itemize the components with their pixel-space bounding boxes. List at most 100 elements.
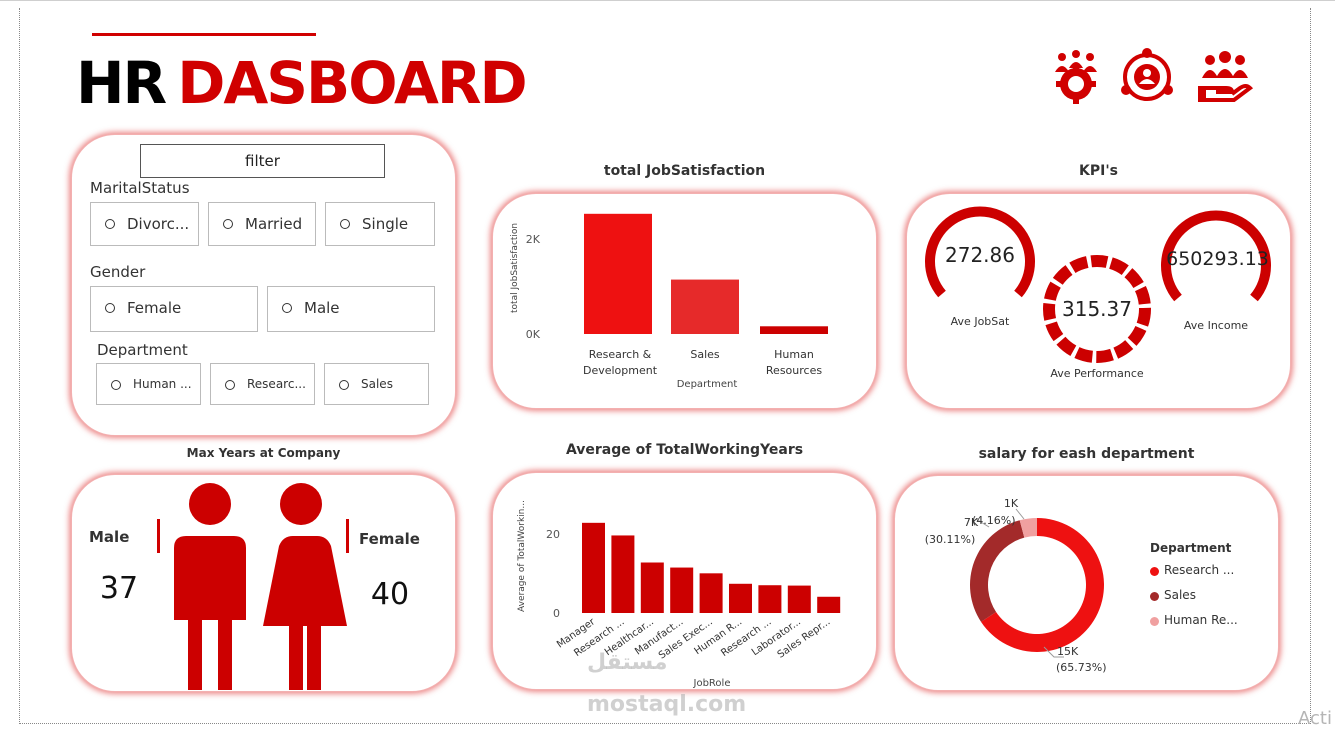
wy-bar[interactable] — [817, 596, 841, 613]
leader-line — [975, 518, 990, 528]
kpi-card — [906, 193, 1291, 409]
slicer-option-research[interactable]: Researc... — [210, 363, 315, 405]
watermark-arabic: مستقل — [587, 650, 668, 675]
hand-care-icon — [1198, 51, 1254, 102]
gender-label: Gender — [90, 263, 146, 281]
donut-slice[interactable] — [1019, 518, 1037, 538]
filter-header: filter — [140, 144, 385, 178]
female-label: Female — [359, 530, 420, 548]
department-label: Department — [97, 341, 188, 359]
slicer-option-female[interactable]: Female — [90, 286, 258, 332]
slicer-option-single[interactable]: Single — [325, 202, 435, 246]
wy-bar[interactable] — [640, 562, 664, 614]
report-frame — [19, 8, 1311, 724]
legend-item-sales[interactable]: Sales — [1150, 588, 1196, 602]
donut-slice[interactable] — [981, 518, 1104, 652]
legend-dot-icon — [1150, 592, 1159, 601]
jobsat-bar[interactable] — [584, 213, 652, 334]
wy-bar[interactable] — [670, 567, 694, 613]
radio-icon — [223, 219, 233, 229]
option-label: Sales — [361, 377, 393, 391]
wy-bar[interactable] — [729, 583, 752, 613]
slicer-option-human-resources[interactable]: Human ... — [96, 363, 201, 405]
max-years-card — [71, 474, 456, 692]
wy-bar[interactable] — [582, 522, 605, 613]
radio-icon — [225, 380, 235, 390]
female-figure-icon — [263, 483, 347, 690]
option-label: Male — [304, 299, 340, 317]
legend-item-research[interactable]: Research ... — [1150, 563, 1234, 577]
female-max-years-value: 40 — [370, 577, 410, 612]
top-divider — [0, 0, 1335, 1]
kpi-title: KPI's — [1079, 163, 1118, 179]
ave-jobsat-label: Ave JobSat — [950, 315, 1010, 328]
ave-income-label: Ave Income — [1183, 319, 1249, 332]
ave-performance-value: 315.37 — [1062, 297, 1132, 321]
research-slice-label-bottom: (65.73%) — [1056, 661, 1107, 674]
radio-icon — [339, 380, 349, 390]
marital-status-label: MaritalStatus — [90, 179, 190, 197]
jobsat-ytick: 2K — [526, 233, 541, 246]
option-label: Divorc... — [127, 215, 190, 233]
title-accent-bar — [92, 33, 316, 36]
wy-y-axis-title: Average of TotalWorkin... — [517, 500, 527, 612]
jobsat-x-tick-label: Sales — [690, 348, 720, 361]
wy-ytick: 0 — [553, 607, 560, 620]
option-label: Female — [127, 299, 182, 317]
male-accent-bar — [157, 519, 160, 553]
jobsat-x-tick-label: Development — [583, 364, 658, 377]
jobsat-x-axis-title: Department — [677, 379, 738, 390]
sales-slice-label-top: 7K — [963, 516, 979, 529]
male-figure-icon — [174, 483, 246, 690]
ave-performance-gauge — [1043, 255, 1151, 363]
wy-bar[interactable] — [787, 585, 811, 613]
salary-title: salary for eash department — [978, 446, 1195, 462]
watermark-latin: mostaql.com — [587, 692, 747, 717]
option-label: Married — [245, 215, 303, 233]
female-accent-bar — [346, 519, 349, 553]
max-years-title: Max Years at Company — [186, 446, 341, 460]
ave-performance-label: Ave Performance — [1050, 367, 1144, 380]
ave-jobsat-value: 272.86 — [945, 243, 1015, 267]
radio-icon — [105, 303, 115, 313]
slicer-option-sales[interactable]: Sales — [324, 363, 429, 405]
title-hr: HR — [76, 49, 167, 117]
salary-donut-chart — [970, 508, 1104, 658]
salary-legend-title: Department — [1150, 541, 1232, 555]
legend-dot-icon — [1150, 617, 1159, 626]
jobsat-bar[interactable] — [760, 326, 828, 334]
slicer-option-divorced[interactable]: Divorc... — [90, 202, 199, 246]
ave-income-value: 650293.13 — [1166, 248, 1269, 270]
legend-dot-icon — [1150, 567, 1159, 576]
legend-label: Human Re... — [1164, 613, 1238, 627]
jobsat-bar[interactable] — [671, 279, 739, 334]
title-dashboard: DASBOARD — [177, 49, 527, 117]
slicer-option-married[interactable]: Married — [208, 202, 316, 246]
donut-slice[interactable] — [970, 520, 1025, 622]
sales-slice-label-bottom: (30.11%) — [924, 533, 976, 546]
slicer-option-male[interactable]: Male — [267, 286, 435, 332]
jobsat-x-tick-label: Research & — [589, 348, 652, 361]
activation-corner-text: Acti — [1298, 708, 1332, 729]
ave-jobsat-gauge — [925, 206, 1035, 298]
page-title: HR DASBOARD — [76, 48, 528, 118]
research-slice-label-top: 15K — [1057, 645, 1079, 658]
leader-line — [1015, 508, 1025, 520]
legend-item-human-resources[interactable]: Human Re... — [1150, 613, 1238, 627]
wy-ytick: 20 — [546, 528, 560, 541]
legend-label: Sales — [1164, 588, 1196, 602]
wy-bar[interactable] — [611, 535, 635, 613]
wy-bar[interactable] — [758, 585, 782, 613]
male-label: Male — [89, 528, 130, 546]
kpi-gauges — [925, 206, 1271, 363]
wy-bar[interactable] — [699, 573, 723, 613]
working-years-chart: Average of TotalWorkin... 20 0 ManagerRe… — [517, 500, 841, 689]
hr-slice-label-bottom: (4.16%) — [972, 514, 1016, 527]
option-label: Human ... — [133, 377, 192, 391]
working-years-title: Average of TotalWorkingYears — [565, 442, 804, 458]
jobsat-y-axis-title: total JobSatisfaction — [510, 223, 520, 313]
legend-label: Research ... — [1164, 563, 1235, 577]
hr-slice-label-top: 1K — [1003, 497, 1019, 510]
radio-icon — [111, 380, 121, 390]
